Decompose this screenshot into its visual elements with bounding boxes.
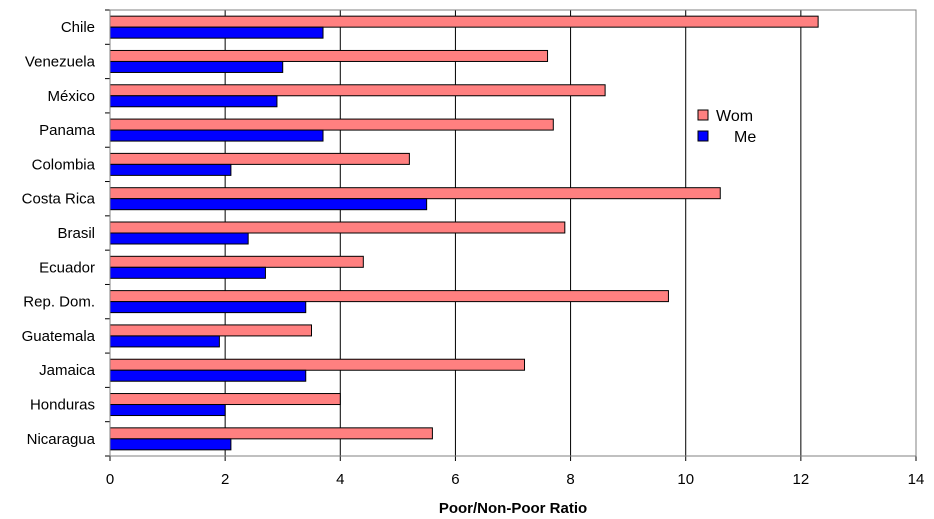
x-tick-label: 12 [793,471,810,488]
bar-me [109,232,249,245]
bar-wom [109,49,549,62]
x-axis-title: Poor/Non-Poor Ratio [439,500,587,517]
x-tick-labels: 0 2 4 6 8 10 12 14 [106,471,925,488]
category-label: Ecuador [39,259,95,276]
bar-wom [109,152,410,165]
bar-me [109,95,278,108]
legend: Wom Me [697,108,756,146]
bar-wom [109,255,364,268]
bar-me [109,266,266,279]
category-label: Guatemala [22,328,96,345]
category-label: Venezuela [25,53,96,70]
bar-me [109,335,220,348]
category-label: Jamaica [39,362,96,379]
bar-me [109,369,307,382]
x-tick-label: 6 [451,471,459,488]
x-tick-label: 14 [908,471,925,488]
bar-wom [109,118,554,131]
bar-wom [109,15,819,28]
bar-me [109,198,428,211]
bar-me [109,404,226,417]
bar-wom [109,84,606,97]
bar-me [109,26,324,39]
category-label: Costa Rica [22,191,96,208]
x-tick-label: 8 [566,471,574,488]
bar-wom [109,221,566,234]
bar-me [109,301,307,314]
bar-me [109,129,324,142]
category-label: Nicaragua [27,431,96,448]
category-label: Chile [61,19,95,36]
category-label: Honduras [30,397,95,414]
bar-wom [109,290,669,303]
category-label: Brasil [57,225,95,242]
legend-swatch-me [697,130,709,142]
category-label: Rep. Dom. [23,294,95,311]
legend-label: Wom [716,108,753,125]
x-tick-label: 4 [336,471,344,488]
bar-wom [109,324,312,337]
x-tick-label: 0 [106,471,114,488]
x-tick-label: 2 [221,471,229,488]
bar-wom [109,393,341,406]
bar-wom [109,187,721,200]
plot-area-frame [109,9,917,457]
legend-label: Me [734,129,756,146]
bar-wom [109,358,526,371]
bar-me [109,438,232,451]
bar-wom [109,427,433,440]
category-label: México [47,88,95,105]
category-labels: Chile Venezuela México Panama Colombia Costa … [22,19,96,448]
category-label: Panama [39,122,96,139]
bar-me [109,60,284,73]
bar-me [109,163,232,176]
x-tick-label: 10 [677,471,694,488]
legend-swatch-wom [697,109,709,121]
category-label: Colombia [32,156,96,173]
bars [109,15,819,451]
